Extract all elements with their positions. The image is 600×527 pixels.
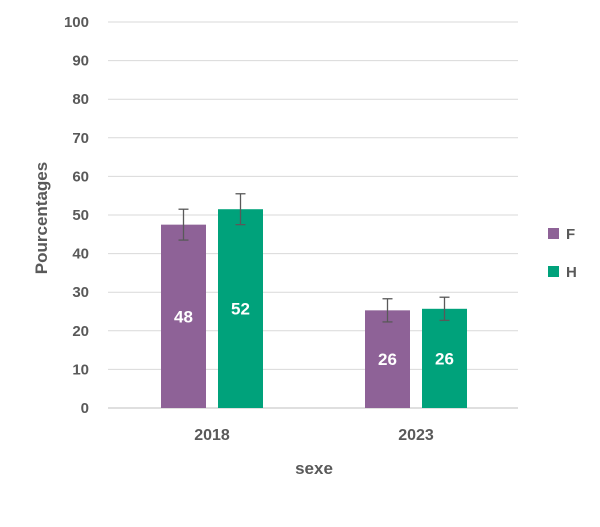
data-label: 26 — [435, 349, 454, 368]
x-axis-categories: 2018 2023 — [194, 427, 434, 444]
data-label: 48 — [174, 307, 193, 326]
y-tick-label: 70 — [72, 130, 89, 147]
y-axis-title: Pourcentages — [32, 162, 51, 274]
data-label: 52 — [231, 300, 250, 319]
error-bar — [235, 193, 246, 226]
legend-item-F: F — [548, 226, 575, 243]
legend-item-H: H — [548, 264, 577, 281]
data-label: 26 — [378, 350, 397, 369]
y-tick-label: 10 — [72, 361, 89, 378]
bar-F-2018 — [161, 224, 206, 408]
bar-H-2018 — [218, 209, 263, 408]
legend-label: F — [566, 226, 575, 243]
data-labels: 48 52 26 26 — [174, 300, 454, 370]
error-bar — [439, 296, 450, 322]
y-tick-label: 60 — [72, 168, 89, 185]
y-tick-label: 40 — [72, 246, 89, 263]
y-axis-ticks: 0 10 20 30 40 50 60 70 80 90 100 — [64, 14, 89, 417]
y-tick-label: 20 — [72, 323, 89, 340]
legend-label: H — [566, 264, 577, 281]
bars — [161, 209, 467, 408]
y-tick-label: 80 — [72, 91, 89, 108]
legend-swatch — [548, 228, 559, 239]
error-bars — [178, 193, 450, 323]
x-category-label: 2018 — [194, 427, 230, 444]
legend: FH — [548, 226, 577, 281]
y-tick-label: 0 — [81, 400, 89, 417]
bar-H-2023 — [422, 308, 467, 408]
y-tick-label: 90 — [72, 53, 89, 70]
x-category-label: 2023 — [398, 427, 434, 444]
error-bar — [178, 208, 189, 241]
bar-F-2023 — [365, 310, 410, 408]
error-bar — [382, 298, 393, 323]
x-axis-title: sexe — [295, 459, 333, 478]
y-tick-label: 100 — [64, 14, 89, 31]
y-tick-label: 50 — [72, 207, 89, 224]
legend-swatch — [548, 266, 559, 277]
y-tick-label: 30 — [72, 284, 89, 301]
